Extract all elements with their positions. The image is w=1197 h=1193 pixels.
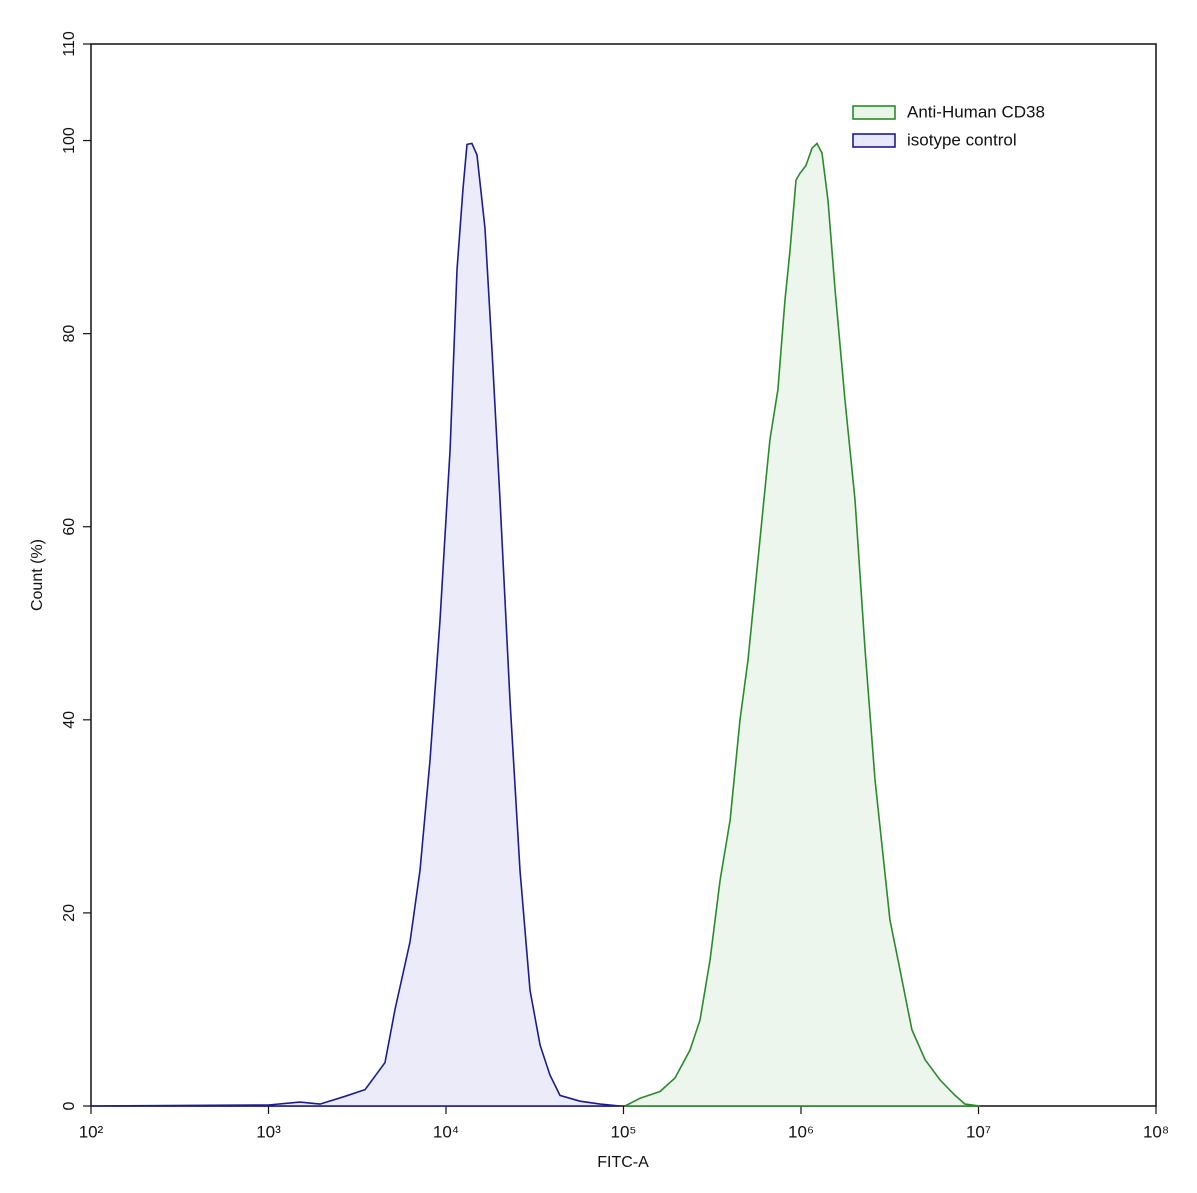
y-tick-label: 100 bbox=[61, 127, 78, 154]
plot-frame bbox=[90, 43, 1157, 1107]
x-axis-label: FITC-A bbox=[597, 1154, 649, 1171]
y-tick-label: 60 bbox=[61, 518, 78, 536]
y-tick-label: 0 bbox=[61, 1101, 78, 1110]
histogram-area bbox=[624, 142, 981, 1107]
legend-swatch bbox=[852, 105, 896, 120]
y-tick-label: 80 bbox=[61, 325, 78, 343]
y-tick-label: 110 bbox=[61, 31, 78, 57]
x-tick-label: 10⁴ bbox=[433, 1122, 459, 1141]
y-axis-label: Count (%) bbox=[29, 539, 46, 611]
x-tick-label: 10⁷ bbox=[966, 1122, 991, 1141]
x-tick-label: 10³ bbox=[256, 1122, 281, 1141]
x-tick-label: 10⁵ bbox=[611, 1122, 637, 1141]
legend-swatch bbox=[852, 133, 896, 148]
y-tick-label: 20 bbox=[61, 904, 78, 922]
legend-label: Anti-Human CD38 bbox=[907, 102, 1045, 121]
histogram-area bbox=[90, 142, 621, 1107]
x-tick-label: 10⁸ bbox=[1143, 1122, 1169, 1141]
x-tick-label: 10² bbox=[79, 1122, 104, 1141]
x-tick-label: 10⁶ bbox=[788, 1122, 814, 1141]
y-tick-label: 40 bbox=[61, 711, 78, 729]
legend-label: isotype control bbox=[907, 130, 1017, 149]
